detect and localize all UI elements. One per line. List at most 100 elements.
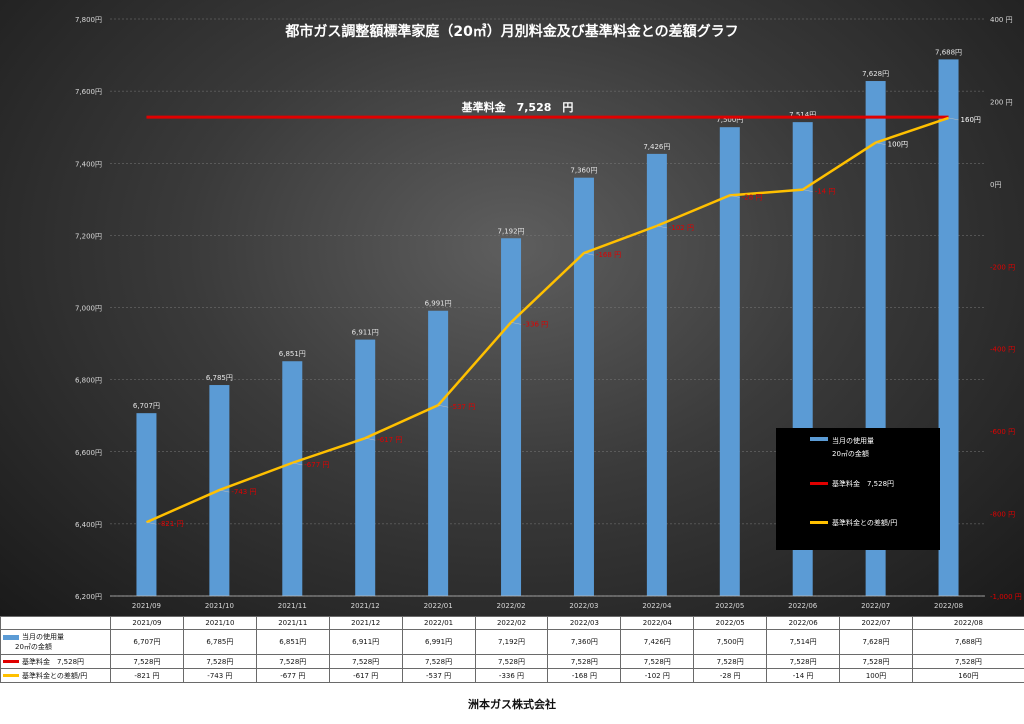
table-header-cell: 2022/04 <box>620 616 695 630</box>
leader-line <box>875 142 886 145</box>
difference-data-label: -821 円 <box>158 520 183 528</box>
table-cell: 7,528円 <box>474 654 549 669</box>
table-corner <box>0 616 111 630</box>
table-cell: 7,528円 <box>255 654 330 669</box>
y-right-tick-label: -400 円 <box>990 346 1015 354</box>
bar-data-label: 6,911円 <box>352 329 379 337</box>
bar-data-label: 7,192円 <box>498 227 525 235</box>
difference-line: -821 円 -743 円 -677 円 -617 円 -537 円 -336 円 -168… <box>145 116 981 528</box>
legend-swatch <box>3 660 19 663</box>
table-cell: 7,528円 <box>110 654 184 669</box>
table-header-cell: 2022/06 <box>766 616 841 630</box>
y-right-tick-label: -800 円 <box>990 511 1015 519</box>
x-tick-label: 2022/08 <box>934 602 963 610</box>
legend-swatch <box>3 634 19 640</box>
bar <box>428 310 449 596</box>
difference-data-label: -617 円 <box>377 436 402 444</box>
table-cell: 7,528円 <box>182 654 257 669</box>
table-header-cell: 2022/08 <box>911 616 1024 630</box>
table-cell: 7,426円 <box>620 629 695 655</box>
table-cell: -336 円 <box>474 668 549 683</box>
x-tick-label: 2021/11 <box>278 602 307 610</box>
table-cell: 6,911円 <box>328 629 403 655</box>
x-tick-label: 2022/07 <box>861 602 890 610</box>
y-left-tick-label: 7,200円 <box>75 232 102 240</box>
difference-data-label: -537 円 <box>450 403 475 411</box>
difference-data-label: -14 円 <box>815 188 836 196</box>
table-cell: 6,991円 <box>401 629 476 655</box>
table-cell: -677 円 <box>255 668 330 683</box>
y-right-tick-label: -200 円 <box>990 263 1015 271</box>
table-cell: -537 円 <box>401 668 476 683</box>
table-cell: 7,628円 <box>839 629 913 655</box>
leader-line <box>292 462 303 466</box>
y-right-tick-label: -1,000 円 <box>990 593 1022 601</box>
y-right-tick-label: 200 円 <box>990 98 1013 106</box>
bar-data-label: 6,785円 <box>206 374 233 382</box>
bar-data-label: 6,991円 <box>425 300 452 308</box>
leader-line <box>656 225 667 229</box>
difference-data-label: 160円 <box>961 116 981 124</box>
table-cell: 7,360円 <box>547 629 622 655</box>
leader-line <box>510 322 522 325</box>
table-cell: 100円 <box>839 668 913 683</box>
table-cell: 7,500円 <box>693 629 768 655</box>
leader-line <box>583 252 595 256</box>
row-label-text: 基準料金との差額/円 <box>22 671 88 680</box>
legend-swatch-bars <box>810 437 828 441</box>
data-table: 2021/09 2021/10 2021/11 2021/12 2022/01 2022/… <box>0 616 1024 683</box>
table-cell: 7,528円 <box>401 654 476 669</box>
y-right-tick-label: -600 円 <box>990 428 1015 436</box>
row-label-text-line2: 20㎥の金額 <box>15 643 52 651</box>
table-cell: 6,785円 <box>182 629 257 655</box>
table-cell: 7,514円 <box>766 629 841 655</box>
leader-line <box>365 437 376 441</box>
table-cell: 7,528円 <box>766 654 841 669</box>
difference-line-stroke <box>145 116 949 524</box>
y-right-tick-label: 400 円 <box>990 16 1013 24</box>
company-name: 洲本ガス株式会社 <box>468 698 556 711</box>
legend-label-bars-line2: 20㎥の金額 <box>832 449 869 458</box>
difference-data-label: -677 円 <box>304 461 329 469</box>
y-left-tick-label: 6,600円 <box>75 449 102 457</box>
x-tick-label: 2022/06 <box>788 602 818 610</box>
legend-swatch-reference <box>810 482 828 485</box>
table-cell: 7,528円 <box>620 654 695 669</box>
bar <box>573 177 594 597</box>
leader-line <box>219 489 230 493</box>
difference-data-label: -336 円 <box>523 320 548 328</box>
x-tick-label: 2022/02 <box>496 602 525 610</box>
table-header-cell: 2021/11 <box>255 616 330 630</box>
table-header-cell: 2022/03 <box>547 616 622 630</box>
bar <box>719 127 740 596</box>
table-header-cell: 2021/09 <box>110 616 184 630</box>
table-cell: 7,528円 <box>839 654 913 669</box>
x-tick-label: 2021/12 <box>351 602 380 610</box>
bar-data-label: 6,851円 <box>279 350 306 358</box>
x-tick-label: 2022/04 <box>642 602 672 610</box>
y-left-tick-label: 7,400円 <box>75 160 102 168</box>
leader-line <box>438 404 449 408</box>
table-cell: -617 円 <box>328 668 403 683</box>
table-cell: 6,707円 <box>110 629 184 655</box>
bar-data-label: 7,360円 <box>570 167 597 175</box>
table-cell: 7,528円 <box>911 654 1024 669</box>
x-tick-label: 2021/10 <box>205 602 234 610</box>
table-row-label: 基準料金との差額/円 <box>0 668 111 683</box>
legend-swatch <box>3 674 19 677</box>
legend-swatch-difference <box>810 521 828 524</box>
bar <box>501 238 522 596</box>
bar-data-label: 7,688円 <box>935 48 962 56</box>
table-header-cell: 2021/12 <box>328 616 403 630</box>
reference-line: 基準料金 7,528 円 <box>146 100 949 119</box>
table-cell: -28 円 <box>693 668 768 683</box>
difference-data-label: -102 円 <box>669 224 694 232</box>
table-header-cell: 2022/01 <box>401 616 476 630</box>
leader-line <box>146 521 157 525</box>
row-label-text: 基準料金 7,528円 <box>22 657 85 666</box>
table-row: 基準料金との差額/円 -821 円 -743 円 -677 円 -617 円 -537 円… <box>0 668 1024 683</box>
reference-annotation: 基準料金 7,528 円 <box>461 100 574 114</box>
y-left-tick-label: 6,200円 <box>75 593 102 601</box>
table-cell: 7,528円 <box>328 654 403 669</box>
